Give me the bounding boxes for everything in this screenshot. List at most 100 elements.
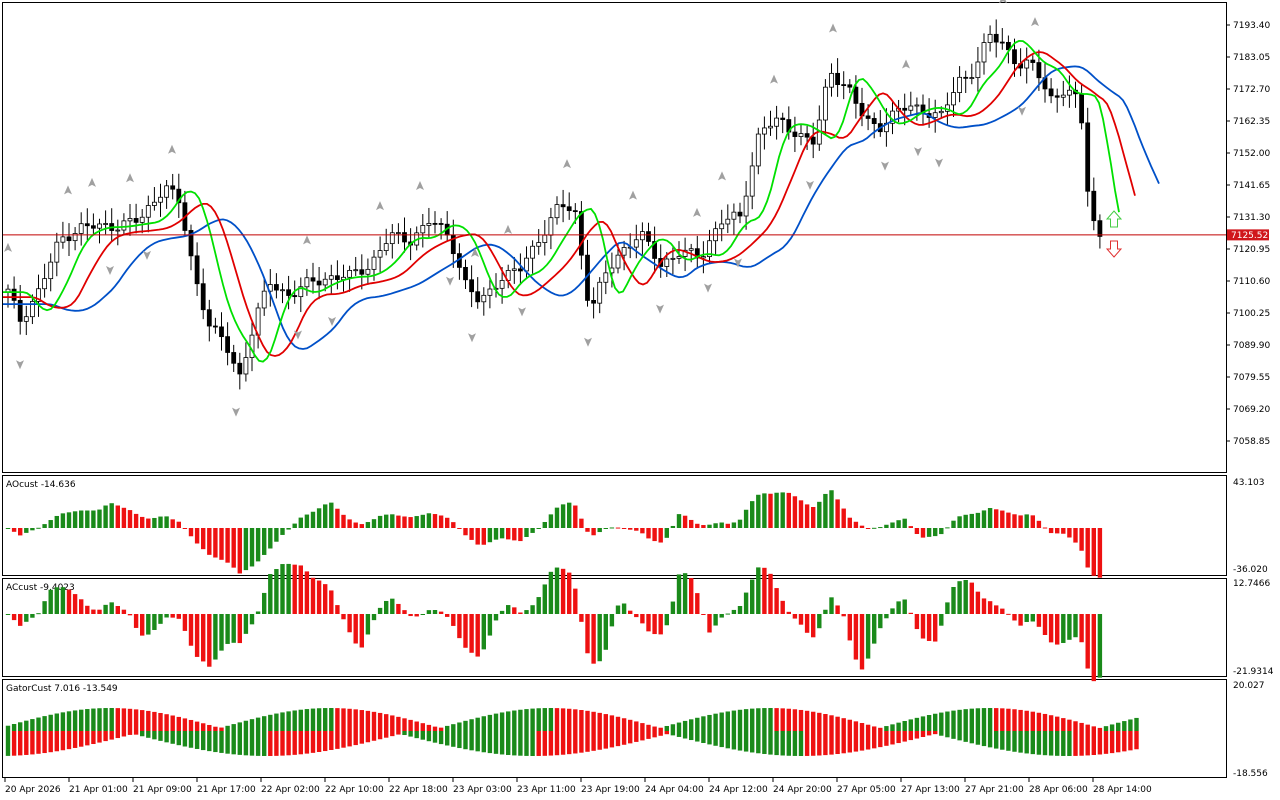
gator-upper-bar [1018,709,1023,731]
gator-upper-bar [756,708,761,731]
histogram-bar [719,614,724,618]
candle-body [768,125,773,129]
candle-body [310,277,316,282]
histogram-bar [872,614,877,644]
histogram-bar [811,507,816,528]
gator-lower-bar [591,731,596,751]
candle-body [1048,88,1054,97]
candle-body [127,218,133,222]
gator-upper-bar [524,709,529,731]
candle-body [823,86,828,121]
candle-body [957,76,962,93]
histogram-bar [896,520,901,528]
gator-upper-bar [335,708,340,731]
fractal-down-icon [294,330,302,340]
histogram-bar [420,514,425,528]
gator-lower-bar [926,731,932,736]
x-tick-label: 21 Apr 17:00 [197,785,256,795]
histogram-bar [11,528,17,532]
gator-upper-bar [243,720,249,731]
candle-body [841,84,847,86]
gator-upper-bar [567,708,572,731]
gator-lower-bar [621,731,627,745]
gator-upper-bar [548,708,554,731]
histogram-bar [762,493,767,528]
gator-upper-bar [42,716,47,731]
histogram-bar [79,599,84,614]
histogram-bar [1012,614,1017,621]
histogram-bar [835,499,840,528]
candle-body [640,231,645,241]
gator-upper-bar [30,719,35,731]
histogram-bar [658,614,663,635]
candle-body [151,201,157,206]
histogram-bar [536,597,541,614]
gator-lower-bar [463,731,468,750]
histogram-bar [597,528,602,533]
histogram-bar [786,492,791,528]
histogram-bar [664,614,669,626]
candle-body [322,278,328,286]
gator-upper-bar [499,712,505,731]
gator-lower-bar [353,731,358,746]
histogram-bar [780,600,785,614]
gator-upper-bar [469,719,474,731]
gator-upper-bar [506,711,511,731]
y-tick-label: 7162.35 [1233,117,1270,127]
gator-lower-bar [408,731,413,737]
gator-upper-bar [774,708,779,731]
candle-body [548,217,554,236]
histogram-bar [5,614,11,615]
histogram-bar [506,528,511,540]
gator-lower-bar [756,731,761,754]
histogram-bar [731,522,737,528]
gator-lower-bar [1103,731,1109,754]
gator-lower-bar [676,731,682,737]
histogram-bar [634,528,639,531]
candle-body [225,336,231,353]
gator-upper-bar [682,720,688,731]
gator-upper-bar [5,725,11,731]
histogram-bar [54,587,59,614]
fractal-down-icon [143,250,151,260]
gator-lower-bar [188,731,194,748]
candle-body [316,280,322,286]
histogram-bar [628,528,633,530]
histogram-bar [707,614,712,633]
fractal-down-icon [734,258,742,268]
ac-pane[interactable] [2,578,1227,677]
histogram-bar [1024,614,1029,622]
gator-lower-bar [902,731,907,742]
candlestick-series [5,19,1103,390]
gator-upper-bar [969,708,974,731]
fractal-down-icon [1018,106,1026,116]
ao-pane[interactable] [2,475,1227,576]
gator-upper-bar [451,724,456,731]
histogram-bar [310,577,316,614]
candle-body [353,269,359,272]
fractal-down-icon [106,265,114,275]
candle-body [999,41,1005,44]
gator-lower-bar [304,731,310,754]
histogram-bar [219,614,224,651]
gator-upper-bar [920,716,926,731]
gator-lower-bar [987,731,993,748]
gator-upper-bar [676,722,682,731]
gator-lower-bar [835,731,840,755]
candle-body [1012,49,1017,65]
histogram-bar [987,508,993,528]
histogram-bar [481,614,486,650]
histogram-bar [707,524,712,528]
histogram-bar [347,519,352,528]
candle-body [383,243,389,251]
gator-upper-bar [377,712,383,731]
gator-lower-bar [823,731,828,756]
gator-lower-bar [140,731,145,737]
histogram-bar [390,598,395,614]
histogram-bar [615,527,621,529]
candle-body [792,131,798,137]
gator-lower-bar [329,731,334,751]
gator-upper-bar [268,714,273,731]
gator-lower-bar [97,731,102,743]
